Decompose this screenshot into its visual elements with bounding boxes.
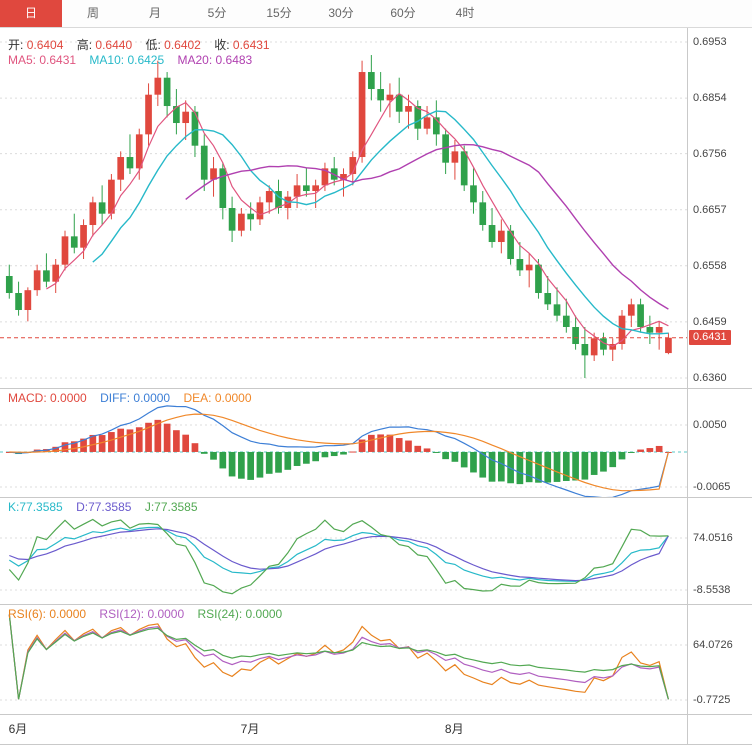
main-chart-panel: 开: 0.6404 高: 0.6440 低: 0.6402 收: 0.6431 … xyxy=(0,28,752,388)
tab-30min[interactable]: 30分 xyxy=(328,6,354,20)
close-label: 收: xyxy=(214,38,230,52)
panel-divider xyxy=(0,744,752,745)
x-axis-month-label: 7月 xyxy=(240,722,260,736)
ohlc-header: 开: 0.6404 高: 0.6440 低: 0.6402 收: 0.6431 xyxy=(8,36,280,53)
d-legend: D:77.3585 xyxy=(76,500,132,514)
price-axis-label: 0.6558 xyxy=(693,260,727,272)
kdj-header: K:77.3585 D:77.3585 J:77.3585 xyxy=(8,500,208,514)
tab-daily[interactable]: 日 xyxy=(0,0,62,27)
ma-header: MA5: 0.6431 MA10: 0.6425 MA20: 0.6483 xyxy=(8,53,262,67)
candlestick-plot[interactable] xyxy=(0,28,687,388)
dea-legend: DEA: 0.0000 xyxy=(183,391,252,405)
rsi-plot[interactable] xyxy=(0,604,687,714)
rsi24-legend: RSI(24): 0.0000 xyxy=(197,607,283,621)
macd-plot[interactable] xyxy=(0,388,687,497)
price-axis-label: 0.6459 xyxy=(693,316,727,328)
price-axis-label: 0.6360 xyxy=(693,372,727,384)
tab-60min[interactable]: 60分 xyxy=(390,6,416,20)
ma20-legend: MA20: 0.6483 xyxy=(177,53,253,67)
tab-4hour[interactable]: 4时 xyxy=(455,6,475,20)
macd-axis-label: 0.0050 xyxy=(693,419,727,431)
rsi-panel: RSI(6): 0.0000 RSI(12): 0.0000 RSI(24): … xyxy=(0,604,752,714)
x-axis-month-label: 6月 xyxy=(8,722,28,736)
k-legend: K:77.3585 xyxy=(8,500,63,514)
tab-5min[interactable]: 5分 xyxy=(207,6,227,20)
tab-weekly[interactable]: 周 xyxy=(86,6,99,20)
ma10-legend: MA10: 0.6425 xyxy=(89,53,165,67)
macd-header: MACD: 0.0000 DIFF: 0.0000 DEA: 0.0000 xyxy=(8,391,262,405)
value-axis-column: 0.6953 0.6854 0.6756 0.6657 0.6558 0.645… xyxy=(687,28,752,745)
kdj-axis-label: 74.0516 xyxy=(693,532,733,544)
kdj-axis-label: -8.5538 xyxy=(693,584,731,596)
j-legend: J:77.3585 xyxy=(144,500,198,514)
rsi-axis-label: 64.0726 xyxy=(693,639,733,651)
price-axis-label: 0.6854 xyxy=(693,92,727,104)
panel-divider xyxy=(0,388,752,389)
ma5-legend: MA5: 0.6431 xyxy=(8,53,77,67)
time-axis: 6月 7月 8月 xyxy=(0,714,752,745)
rsi-axis-label: -0.7725 xyxy=(693,694,731,706)
timeframe-toolbar: 日 周 月 5分 15分 30分 60分 4时 xyxy=(0,0,752,28)
open-value: 0.6404 xyxy=(26,38,64,52)
tab-15min[interactable]: 15分 xyxy=(266,6,292,20)
macd-axis-label: -0.0065 xyxy=(693,481,731,493)
kdj-plot[interactable] xyxy=(0,497,687,604)
low-label: 低: xyxy=(145,38,161,52)
low-value: 0.6402 xyxy=(164,38,201,52)
rsi-header: RSI(6): 0.0000 RSI(12): 0.0000 RSI(24): … xyxy=(8,607,292,621)
price-axis-label: 0.6756 xyxy=(693,148,727,160)
tab-monthly[interactable]: 月 xyxy=(148,6,161,20)
price-axis-label: 0.6953 xyxy=(693,36,727,48)
rsi12-legend: RSI(12): 0.0000 xyxy=(99,607,185,621)
panel-divider xyxy=(0,497,752,498)
close-value: 0.6431 xyxy=(232,38,270,52)
macd-panel: MACD: 0.0000 DIFF: 0.0000 DEA: 0.0000 xyxy=(0,388,752,497)
open-label: 开: xyxy=(8,38,24,52)
rsi6-legend: RSI(6): 0.0000 xyxy=(8,607,87,621)
high-value: 0.6440 xyxy=(95,38,133,52)
high-label: 高: xyxy=(76,38,93,52)
kdj-panel: K:77.3585 D:77.3585 J:77.3585 xyxy=(0,497,752,604)
x-axis-month-label: 8月 xyxy=(444,722,464,736)
macd-legend: MACD: 0.0000 xyxy=(8,391,87,405)
diff-legend: DIFF: 0.0000 xyxy=(100,391,171,405)
panel-divider xyxy=(0,604,752,605)
price-axis-label: 0.6657 xyxy=(693,204,727,216)
current-price-tag: 0.6431 xyxy=(689,329,731,345)
panel-divider xyxy=(0,714,752,715)
